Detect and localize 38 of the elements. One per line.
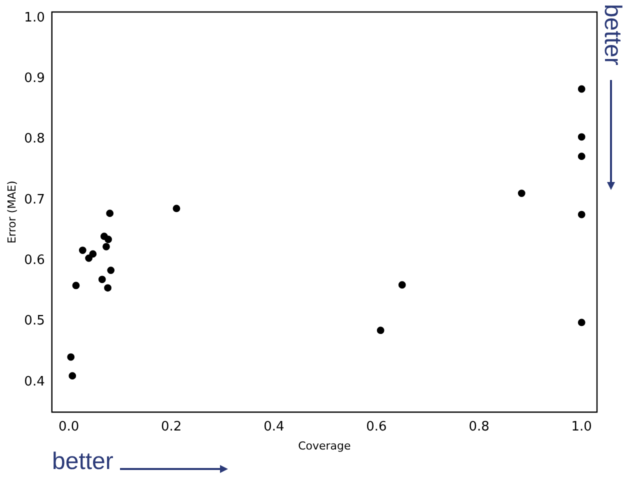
- point: [578, 85, 586, 93]
- x-axis-title: Coverage: [298, 439, 352, 452]
- y-tick-label: 0.4: [24, 374, 45, 390]
- point: [518, 190, 526, 198]
- point: [104, 236, 112, 244]
- point: [98, 276, 106, 284]
- text: better: [52, 448, 114, 476]
- point: [578, 210, 586, 218]
- point: [104, 284, 112, 292]
- y-tick-label: 0.9: [24, 71, 45, 86]
- point: [85, 254, 92, 262]
- x-tick-label: 0.6: [366, 419, 387, 434]
- point: [398, 281, 406, 289]
- point: [67, 353, 75, 361]
- point: [376, 326, 384, 334]
- point: [68, 372, 76, 380]
- y-axis-title: Error (MAE): [5, 180, 18, 244]
- y-tick-label: 0.5: [24, 314, 45, 329]
- point: [78, 246, 86, 254]
- y-tick-label: 0.6: [24, 252, 45, 268]
- x-tick-label: 0.8: [468, 419, 490, 434]
- point: [89, 250, 97, 258]
- y-tick-label: 1.0: [24, 10, 45, 26]
- point: [578, 318, 586, 326]
- x-tick-label: 0.4: [264, 419, 284, 434]
- x-tick-label: 1.0: [571, 419, 592, 434]
- x-tick-label: 0.0: [58, 419, 80, 434]
- x-tick-label: 0.2: [161, 419, 182, 434]
- text: better: [598, 4, 625, 66]
- point: [72, 282, 80, 290]
- point: [172, 204, 180, 212]
- point: [102, 242, 110, 250]
- point: [578, 133, 586, 141]
- point: [106, 210, 114, 218]
- y-tick-label: 0.8: [24, 132, 45, 147]
- y-tick-label: 0.7: [24, 192, 45, 208]
- point: [578, 152, 586, 160]
- point: [107, 266, 115, 274]
